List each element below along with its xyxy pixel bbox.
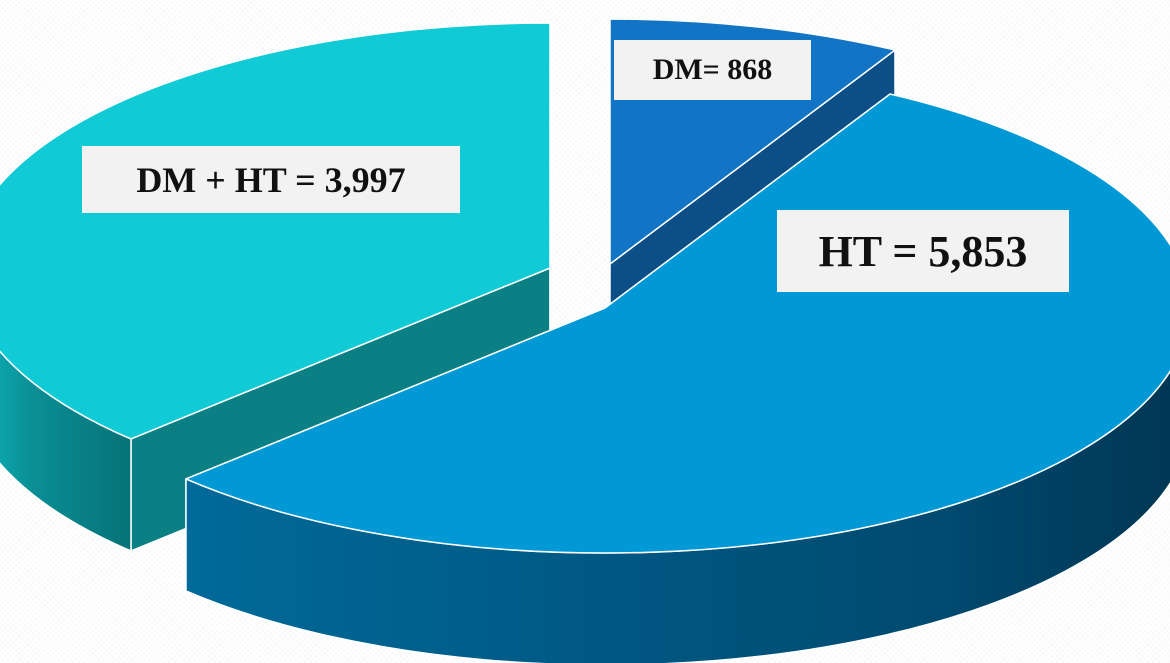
data-label-dm: DM= 868 <box>614 40 811 100</box>
slice-top-face <box>0 22 551 440</box>
pie-slice-ht <box>185 93 1170 663</box>
slice-top-face <box>185 93 1170 554</box>
data-label-dm-ht: DM + HT = 3,997 <box>82 146 460 213</box>
data-label-ht: HT = 5,853 <box>777 210 1069 292</box>
